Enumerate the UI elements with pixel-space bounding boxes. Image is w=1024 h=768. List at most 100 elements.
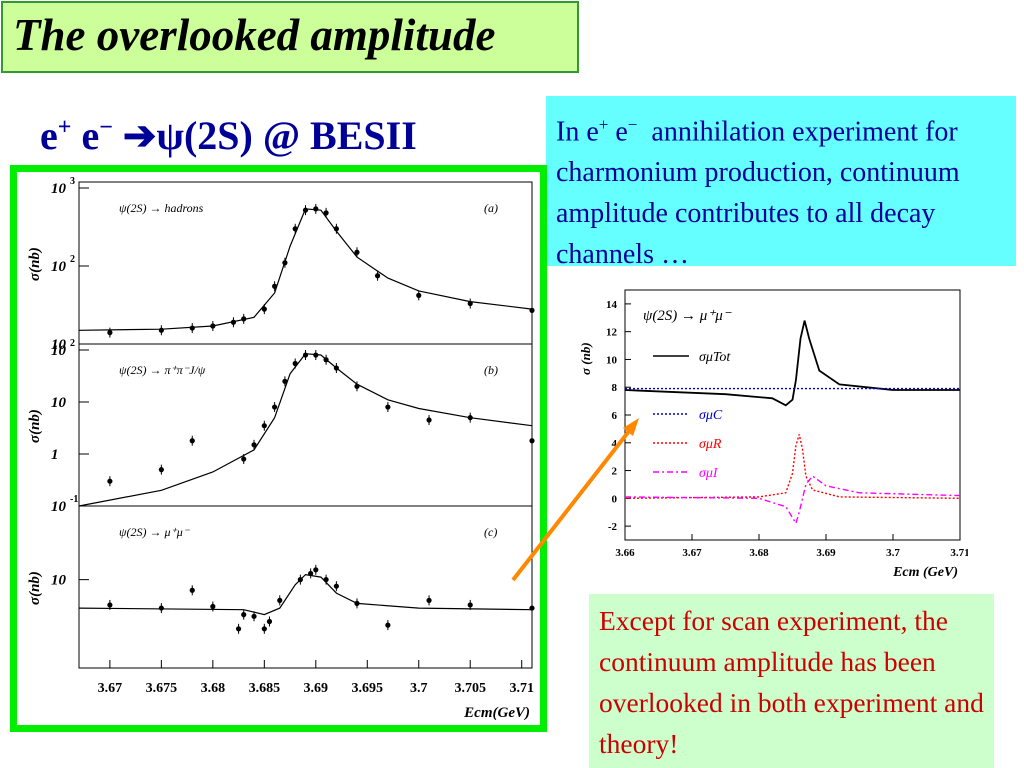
x-tick-label: 3.71 <box>950 547 968 559</box>
data-point <box>235 626 242 632</box>
info-sup-a: + <box>598 115 609 134</box>
plot-process-label: ψ(2S) → μ⁺μ⁻ <box>643 308 732 324</box>
data-point <box>467 300 473 307</box>
legend-label: σμC <box>699 408 723 423</box>
data-point <box>210 323 216 329</box>
data-point <box>333 226 339 232</box>
data-point <box>230 319 237 325</box>
y-tick-label: 6 <box>612 410 618 422</box>
data-point <box>272 283 278 289</box>
legend-label: σμR <box>699 437 722 452</box>
data-point <box>529 307 535 313</box>
y-tick-label: 10 <box>606 354 618 366</box>
y-tick-label: 10 <box>51 499 67 515</box>
x-tick-label: 3.69 <box>816 547 836 559</box>
series-line <box>624 320 960 407</box>
data-point <box>302 352 309 358</box>
data-point <box>107 602 113 608</box>
panel-process-label: ψ(2S) → π⁺π⁻J/ψ <box>119 363 206 377</box>
data-point <box>308 570 314 577</box>
data-point <box>272 404 278 410</box>
data-point <box>313 567 319 573</box>
x-tick-label: 3.66 <box>615 547 635 559</box>
slide-subtitle: e+ e− ➔ψ(2S) @ BESII <box>40 112 417 159</box>
y-axis-label: σ (nb) <box>578 342 593 375</box>
data-point <box>210 603 216 610</box>
y-tick-label: -2 <box>608 521 618 533</box>
panel-process-label: ψ(2S) → hadrons <box>119 201 204 215</box>
data-point <box>241 456 247 462</box>
data-point <box>282 260 288 266</box>
y-tick-exponent: 2 <box>70 338 75 349</box>
data-point <box>385 404 391 410</box>
series-line <box>624 475 961 526</box>
data-point <box>158 467 164 473</box>
x-tick-label: 3.695 <box>352 681 384 696</box>
data-point <box>354 383 360 389</box>
x-tick-label: 3.69 <box>304 681 329 696</box>
data-point <box>374 273 381 279</box>
interference-plot: -2 0 2 4 6 8 10 12 14 3.66 3.67 3.68 3.69 3.7 3.71 σ (n… <box>578 289 968 580</box>
data-point <box>266 618 273 625</box>
x-tick-label: 3.67 <box>682 547 702 559</box>
panel-letter: (b) <box>484 363 498 377</box>
data-point <box>416 292 422 298</box>
panel-ylabel: σ(nb) <box>27 409 43 443</box>
info-sup-b: − <box>627 115 638 134</box>
y-tick-exponent: 3 <box>70 176 75 187</box>
note-box: Except for scan experiment, the continuu… <box>589 594 994 768</box>
data-point <box>354 249 360 255</box>
data-point <box>158 605 164 611</box>
data-point <box>529 605 535 611</box>
x-tick-label: 3.68 <box>201 681 226 696</box>
data-point <box>333 583 339 589</box>
panel-frame-2 <box>78 505 533 669</box>
data-point <box>241 612 247 618</box>
panel-ylabel: σ(nb) <box>27 571 43 605</box>
x-tick-label: 3.68 <box>749 547 769 559</box>
data-point <box>107 330 113 336</box>
y-tick-label: 10 <box>51 181 67 197</box>
data-point <box>333 365 339 371</box>
subtitle-e1: e <box>40 113 58 158</box>
fit-curve <box>78 353 533 507</box>
y-tick-label: 10 <box>51 343 67 359</box>
data-point <box>354 600 360 606</box>
x-tick-label: 3.71 <box>509 681 534 696</box>
data-point <box>529 438 535 444</box>
data-point <box>426 597 432 603</box>
data-point <box>189 438 195 444</box>
y-tick-label: 2 <box>612 466 618 478</box>
y-tick-label: 0 <box>612 493 618 505</box>
info-text-part-b: e <box>608 116 628 148</box>
subtitle-arrow-icon: ➔ <box>122 113 157 158</box>
y-tick-label: 1 <box>51 447 59 463</box>
x-tick-label: 3.685 <box>249 681 281 696</box>
series-line <box>624 434 961 499</box>
panel-process-label: ψ(2S) → μ⁺μ⁻ <box>119 525 191 539</box>
plot-frame <box>624 289 961 541</box>
legend-label: σμTot <box>699 350 731 365</box>
y-tick-label: 10 <box>51 395 67 411</box>
data-point <box>323 357 329 363</box>
subtitle-process: ψ(2S) @ BESII <box>156 113 417 158</box>
data-point <box>302 207 309 213</box>
note-text: Except for scan experiment, the continuu… <box>599 605 984 759</box>
data-point <box>277 597 283 603</box>
y-tick-exponent: -1 <box>70 494 78 505</box>
panel-letter: (c) <box>484 525 497 539</box>
y-tick-label: 4 <box>612 438 618 450</box>
data-point <box>467 415 473 421</box>
data-point <box>292 360 298 367</box>
data-point <box>241 316 247 322</box>
x-tick-label: 3.705 <box>454 681 486 696</box>
data-point <box>261 423 267 429</box>
data-point <box>251 613 257 619</box>
info-text-part-a: In e <box>556 116 599 148</box>
pointer-arrow-icon <box>511 418 639 582</box>
x-axis-label: Ecm(GeV) <box>463 705 530 721</box>
info-text: In e+ e− annihilation experiment for cha… <box>556 104 1011 275</box>
info-box: In e+ e− annihilation experiment for cha… <box>546 96 1016 270</box>
x-tick-label: 3.7 <box>410 681 428 696</box>
